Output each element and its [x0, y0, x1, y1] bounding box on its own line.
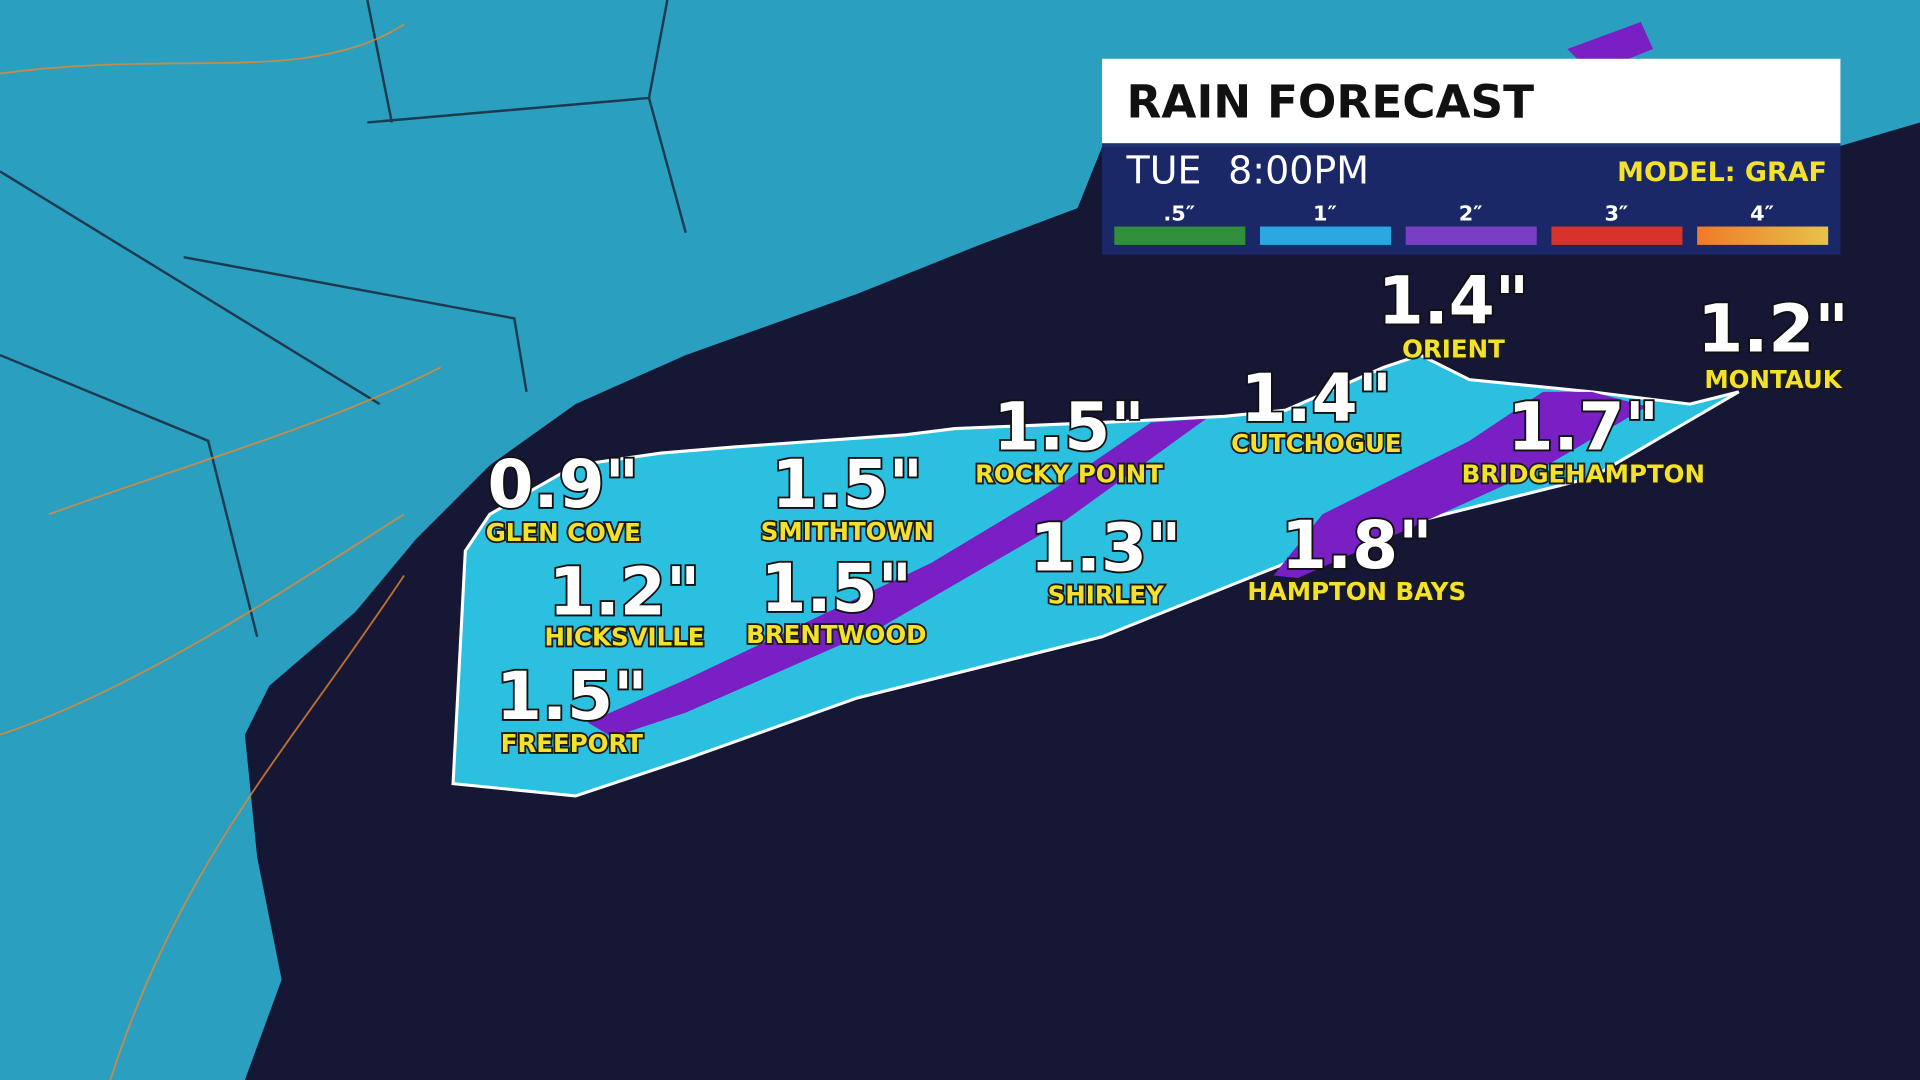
location-name: CUTCHOGUE [1231, 429, 1401, 458]
rain-amount: 1.2" [549, 554, 701, 631]
rain-amount: 1.4" [1241, 360, 1393, 437]
location-name: SMITHTOWN [761, 517, 934, 546]
legend-swatch [1697, 226, 1829, 245]
rain-amount: 0.9" [487, 446, 639, 523]
header-bar [1102, 58, 1841, 144]
time: 8:00PM [1228, 149, 1369, 193]
rain-amount: 1.2" [1697, 290, 1849, 367]
purple-band-west [587, 418, 1207, 738]
rain-amount: 1.5" [993, 388, 1145, 465]
legend-label: 4″ [1750, 201, 1774, 225]
rain-amount: 1.5" [772, 446, 924, 523]
title: RAIN FORECAST [1127, 76, 1535, 129]
location-name: HICKSVILLE [544, 622, 704, 651]
location-name: ORIENT [1402, 335, 1505, 364]
day: TUE [1126, 149, 1202, 193]
location-name: MONTAUK [1704, 365, 1842, 394]
purple-band-east [1273, 391, 1647, 578]
rain-amount: 1.5" [761, 550, 913, 627]
legend-label: .5″ [1163, 201, 1195, 225]
legend-swatch [1405, 226, 1537, 245]
location-name: GLEN COVE [486, 518, 641, 547]
rain-amount: 1.3" [1030, 510, 1182, 587]
location-name: ROCKY POINT [975, 459, 1163, 488]
rain-amount: 1.8" [1281, 507, 1433, 584]
rain-amount: 1.7" [1507, 388, 1659, 465]
rain-amount: 1.4" [1378, 262, 1530, 339]
model: MODEL: GRAF [1617, 157, 1827, 188]
legend-swatch [1260, 226, 1392, 245]
legend-label: 1″ [1313, 201, 1337, 225]
location-name: SHIRLEY [1048, 581, 1164, 610]
location-name: BRIDGEHAMPTON [1462, 459, 1705, 488]
county-lines [0, 0, 687, 638]
location-name: HAMPTON BAYS [1247, 577, 1466, 606]
legend-label: 3″ [1604, 201, 1628, 225]
location-name: FREEPORT [501, 729, 643, 758]
legend-label: 2″ [1459, 201, 1483, 225]
legend-swatch [1114, 226, 1246, 245]
legend-swatch [1551, 226, 1683, 245]
location-name: BRENTWOOD [746, 620, 926, 649]
rain-amount: 1.5" [496, 658, 648, 735]
highways [0, 23, 1225, 1080]
long-island [451, 353, 1740, 798]
